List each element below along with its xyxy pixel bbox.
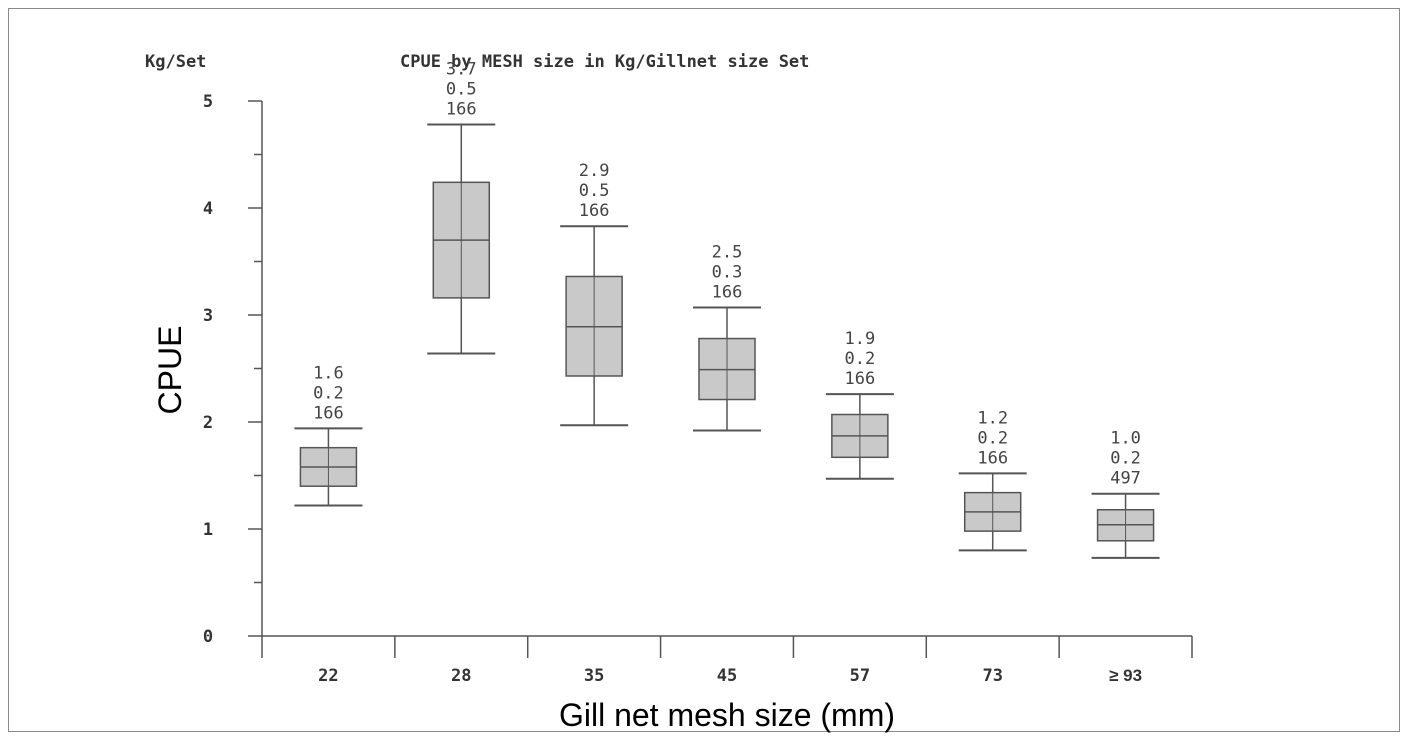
data-label: 0.5	[446, 80, 477, 100]
x-tick-label: 45	[717, 666, 737, 686]
data-label: 166	[313, 403, 344, 423]
data-label: 1.9	[844, 329, 875, 349]
x-tick-label: 22	[318, 666, 338, 686]
x-tick-label: 73	[982, 666, 1002, 686]
y-tick-label: 2	[203, 413, 213, 433]
x-tick-label: 35	[584, 666, 604, 686]
chart-title: CPUE by MESH size in Kg/Gillnet size Set	[400, 52, 809, 72]
x-tick-label: ≥ 93	[1109, 666, 1142, 685]
data-label: 0.2	[1110, 449, 1141, 469]
data-label: 166	[977, 448, 1008, 468]
data-label: 166	[579, 201, 610, 221]
y-tick-label: 5	[203, 92, 213, 112]
y-unit-label: Kg/Set	[145, 52, 206, 72]
data-label: 2.9	[579, 161, 610, 181]
data-label: 0.5	[579, 181, 610, 201]
y-tick-label: 1	[203, 520, 213, 540]
data-label: 2.5	[712, 243, 743, 263]
data-label: 0.2	[977, 428, 1008, 448]
y-tick-label: 0	[203, 627, 213, 647]
data-label: 0.2	[313, 383, 344, 403]
data-label: 166	[712, 283, 743, 303]
data-label: 0.3	[712, 263, 743, 283]
data-label: 166	[844, 369, 875, 389]
data-label: 166	[446, 100, 477, 120]
y-tick-label: 3	[203, 306, 213, 326]
x-tick-label: 28	[451, 666, 471, 686]
data-label: 1.2	[977, 408, 1008, 428]
box-group: 1.60.21663.70.51662.90.51662.50.31661.90…	[294, 60, 1160, 559]
y-tick-label: 4	[203, 199, 213, 219]
data-label: 0.2	[844, 349, 875, 369]
data-label: 1.6	[313, 363, 344, 383]
data-label: 3.7	[446, 60, 477, 80]
x-axis-title: Gill net mesh size (mm)	[559, 697, 895, 733]
y-axis-title: CPUE	[152, 326, 188, 415]
x-tick-label: 57	[850, 666, 870, 686]
data-label: 1.0	[1110, 429, 1141, 449]
data-label: 497	[1110, 469, 1141, 489]
